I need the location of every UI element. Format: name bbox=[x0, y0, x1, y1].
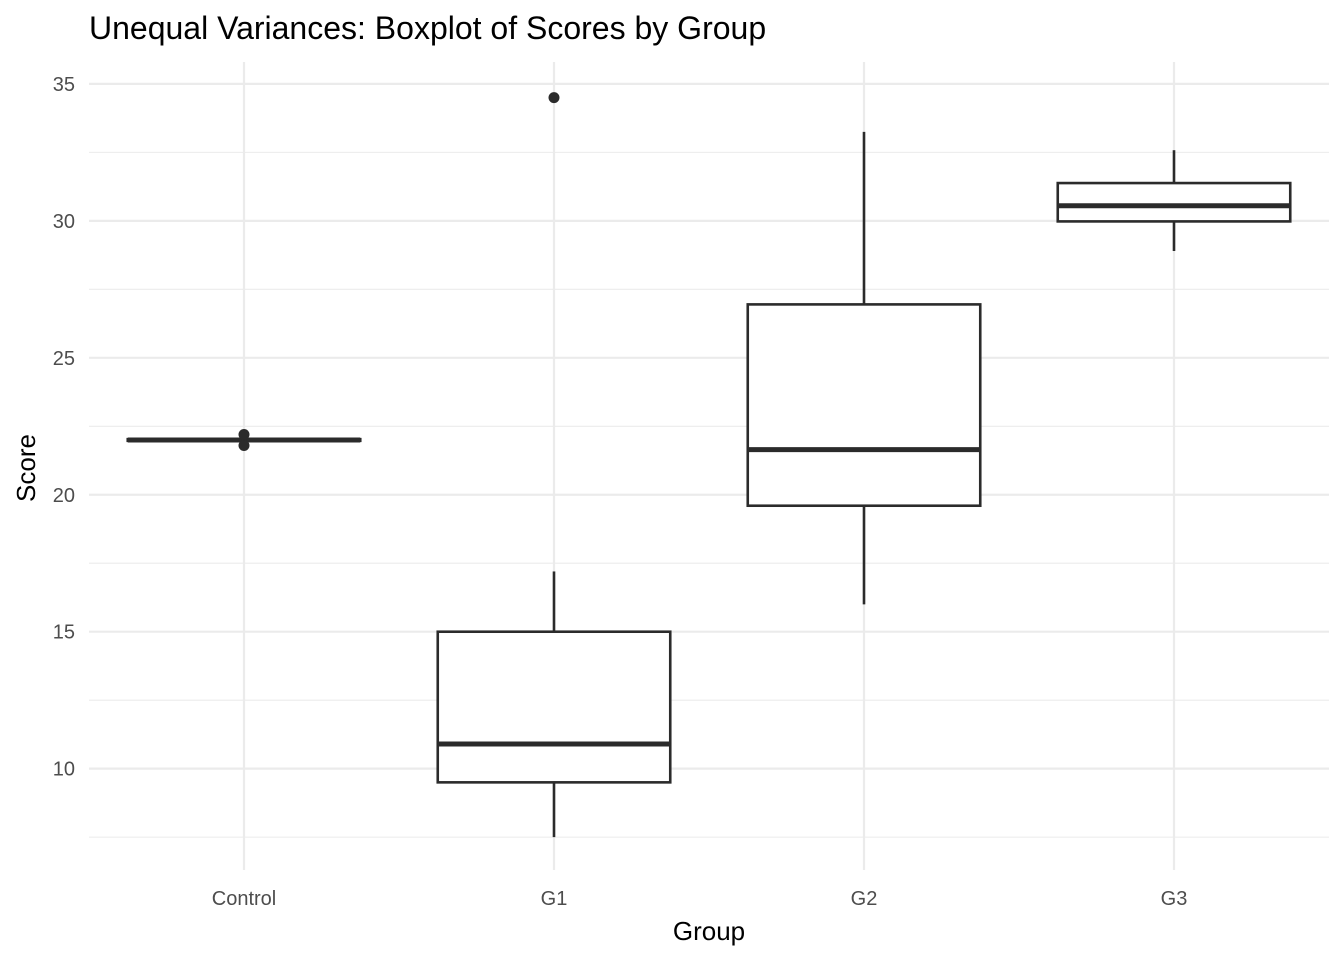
x-axis-title: Group bbox=[673, 916, 745, 946]
chart-title: Unequal Variances: Boxplot of Scores by … bbox=[89, 10, 766, 46]
y-tick-label: 15 bbox=[53, 622, 75, 644]
box-group-g3 bbox=[1056, 150, 1292, 251]
box-iqr bbox=[436, 630, 672, 784]
y-tick-label: 20 bbox=[53, 485, 75, 507]
box-group-control bbox=[126, 429, 362, 451]
box-iqr bbox=[1056, 181, 1292, 223]
label-layer: 10 15 20 25 30 35 Control G1 G2 G3 bbox=[53, 74, 1188, 910]
box-group-g2 bbox=[746, 131, 982, 605]
y-tick-label: 25 bbox=[53, 348, 75, 370]
x-tick-label: G1 bbox=[541, 888, 568, 910]
x-tick-label: Control bbox=[212, 888, 276, 910]
outlier-point bbox=[548, 92, 560, 104]
y-axis-title: Score bbox=[11, 434, 41, 502]
box-group-g1 bbox=[436, 92, 672, 838]
outlier-point bbox=[238, 429, 250, 441]
box-layer bbox=[126, 92, 1292, 838]
y-tick-label: 30 bbox=[53, 211, 75, 233]
box-iqr bbox=[746, 303, 982, 508]
outlier-point bbox=[238, 439, 250, 451]
y-tick-label: 10 bbox=[53, 759, 75, 781]
x-tick-label: G2 bbox=[851, 888, 878, 910]
y-tick-label: 35 bbox=[53, 74, 75, 96]
x-tick-label: G3 bbox=[1161, 888, 1188, 910]
